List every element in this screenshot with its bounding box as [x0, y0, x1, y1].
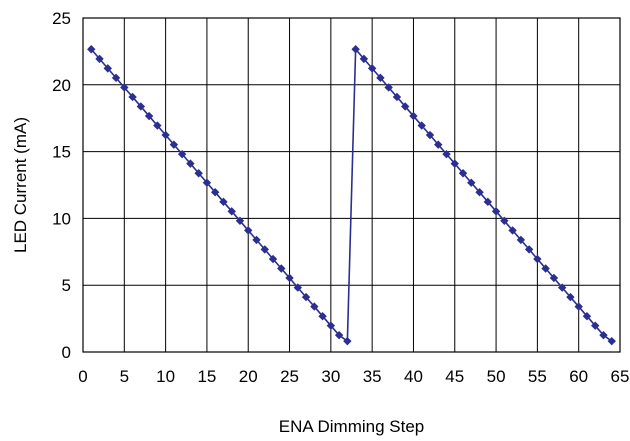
x-tick-label: 10: [156, 367, 175, 386]
y-axis-title: LED Current (mA): [11, 117, 30, 253]
data-point: [582, 311, 592, 321]
x-tick-labels: 0 5 10 15 20 25 30 35 40 45 50 55 60 65: [78, 367, 629, 386]
data-point: [219, 197, 228, 207]
data-point: [475, 188, 484, 197]
data-point: [285, 273, 294, 283]
data-point: [144, 111, 154, 121]
data-point: [607, 336, 616, 346]
data-point: [334, 330, 344, 340]
data-point: [591, 321, 600, 330]
data-point: [351, 45, 360, 54]
data-point: [508, 226, 517, 235]
data-point: [235, 216, 245, 226]
y-tick-label: 15: [52, 143, 71, 162]
data-point: [310, 302, 319, 311]
data-point: [434, 140, 443, 149]
data-point: [376, 73, 385, 83]
x-tick-label: 5: [120, 367, 129, 386]
data-point: [384, 83, 393, 92]
data-point: [450, 159, 459, 168]
data-point: [169, 140, 179, 149]
x-tick-label: 65: [611, 367, 630, 386]
data-point: [87, 45, 96, 54]
x-tick-label: 55: [528, 367, 547, 386]
x-tick-label: 35: [363, 367, 382, 386]
data-point: [343, 336, 352, 346]
x-tick-label: 45: [445, 367, 464, 386]
data-point: [500, 216, 509, 226]
data-point: [318, 311, 327, 321]
data-point: [128, 92, 137, 102]
data-point: [467, 178, 476, 187]
data-point: [252, 235, 261, 245]
data-point: [136, 102, 146, 111]
data-point: [557, 283, 567, 292]
data-point: [442, 149, 451, 159]
data-point: [359, 54, 369, 64]
data-point: [524, 245, 534, 254]
data-point: [541, 264, 550, 273]
y-tick-label: 25: [52, 9, 71, 28]
data-point: [293, 283, 302, 292]
data-point: [268, 254, 278, 264]
y-tick-label: 5: [62, 276, 71, 295]
data-point: [483, 197, 493, 207]
x-tick-label: 40: [404, 367, 423, 386]
plot-frame: [82, 17, 621, 353]
data-point: [574, 302, 583, 311]
data-point: [186, 159, 195, 168]
y-tick-labels: 0 5 10 15 20 25: [52, 9, 71, 362]
data-point: [367, 64, 377, 73]
data-point: [458, 169, 468, 178]
x-tick-label: 20: [239, 367, 258, 386]
data-point: [227, 207, 236, 216]
data-point: [95, 54, 104, 64]
y-tick-label: 10: [52, 209, 71, 228]
data-point: [260, 245, 269, 254]
x-tick-label: 30: [321, 367, 340, 386]
data-point: [277, 264, 286, 273]
data-point: [409, 111, 418, 121]
data-point: [194, 169, 203, 178]
data-point: [566, 292, 575, 302]
x-tick-label: 50: [487, 367, 506, 386]
data-point: [417, 121, 426, 130]
data-point: [392, 92, 402, 102]
data-point: [120, 83, 129, 92]
data-point: [549, 273, 559, 283]
data-point: [301, 292, 311, 302]
data-point: [161, 130, 170, 140]
data-point: [153, 121, 162, 130]
x-tick-label: 60: [569, 367, 588, 386]
data-point: [103, 64, 112, 73]
data-point: [533, 254, 542, 264]
data-point: [326, 321, 336, 330]
x-tick-label: 15: [197, 367, 216, 386]
y-tick-label: 0: [62, 343, 71, 362]
x-tick-label: 25: [280, 367, 299, 386]
data-point: [202, 178, 212, 187]
series-line: [90, 47, 613, 343]
x-axis-title: ENA Dimming Step: [279, 417, 425, 436]
data-point: [210, 188, 220, 197]
data-point: [425, 130, 435, 140]
data-point: [599, 330, 608, 340]
x-tick-label: 0: [78, 367, 87, 386]
series-markers: [87, 45, 616, 346]
data-point: [244, 226, 253, 235]
data-point: [177, 149, 187, 159]
y-tick-label: 20: [52, 76, 71, 95]
data-point: [401, 102, 410, 111]
data-point: [111, 73, 121, 83]
data-point: [516, 235, 526, 245]
data-point: [491, 207, 501, 216]
